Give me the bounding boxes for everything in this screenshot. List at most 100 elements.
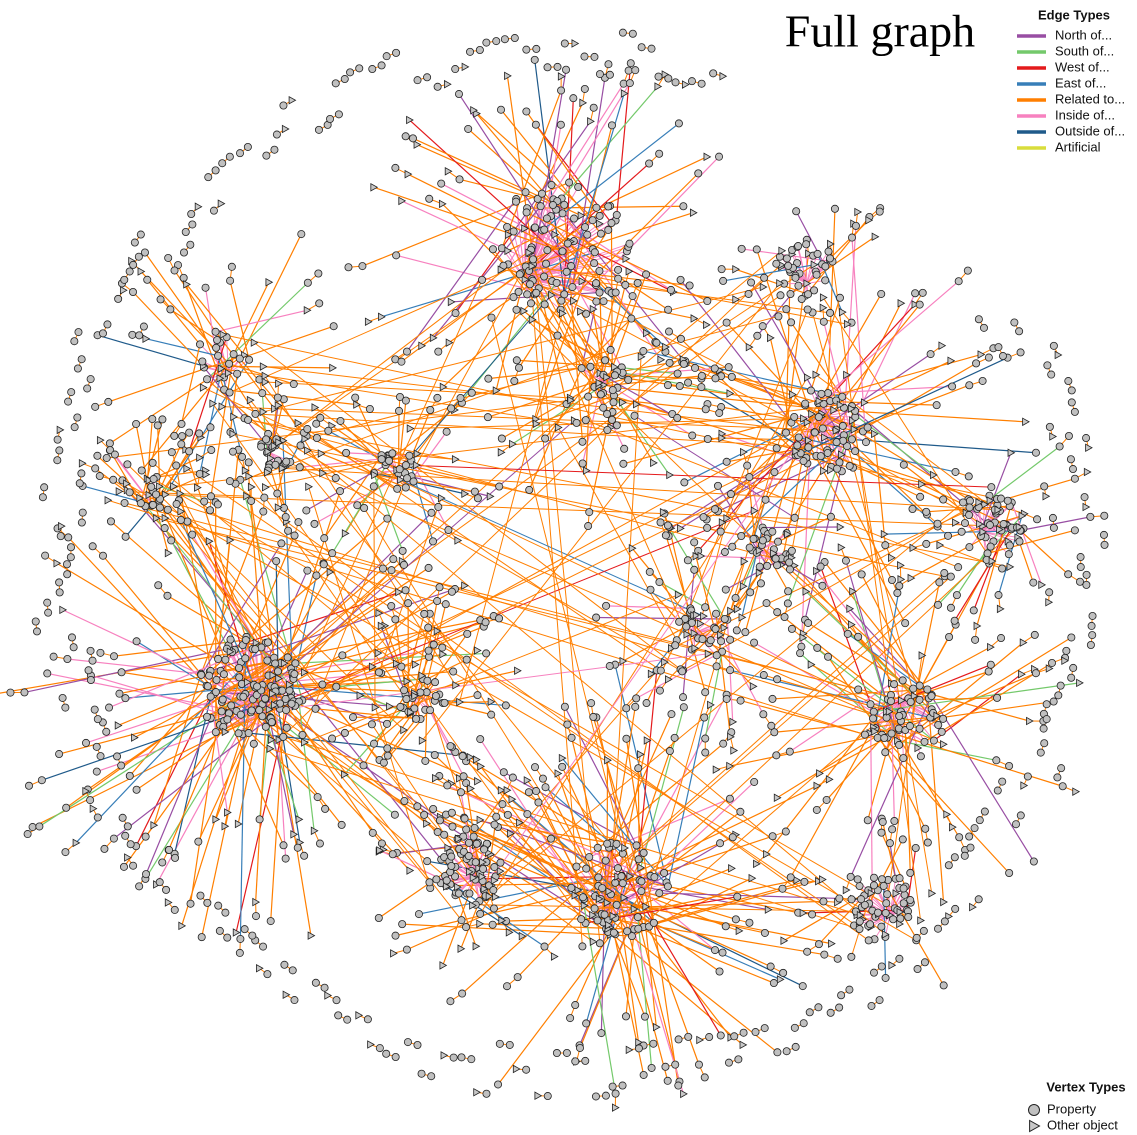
vertex: [465, 867, 474, 877]
vertex: [663, 882, 672, 891]
vertex: [603, 898, 612, 908]
vertex: [115, 487, 124, 496]
vertex: [470, 823, 479, 832]
vertex: [454, 882, 462, 892]
edge: [125, 505, 153, 538]
edge: [982, 452, 1012, 527]
vertex: [836, 522, 845, 532]
edge: [601, 706, 636, 914]
vertex: [939, 495, 948, 504]
vertex: [847, 952, 856, 961]
vertex: [896, 907, 905, 917]
vertex: [423, 819, 431, 828]
vertex: [312, 419, 321, 428]
edge: [904, 729, 911, 873]
vertex: [606, 345, 615, 354]
edge: [244, 417, 790, 563]
vertex: [993, 786, 1002, 795]
vertex: [543, 63, 552, 72]
edge: [373, 472, 465, 495]
vertex: [634, 924, 643, 933]
vertex: [633, 399, 641, 409]
vertex: [855, 917, 864, 926]
edge: [637, 917, 653, 1069]
vertex: [110, 450, 119, 459]
vertex: [589, 712, 598, 721]
vertex: [719, 71, 728, 81]
vertex: [205, 671, 214, 680]
vertex: [877, 289, 886, 298]
vertex: [548, 290, 556, 300]
vertex: [897, 561, 905, 570]
vertex: [768, 832, 777, 841]
vertex: [203, 712, 212, 721]
vertex: [877, 962, 886, 971]
vertex: [512, 305, 521, 314]
vertex: [562, 1048, 571, 1057]
vertex: [439, 961, 448, 970]
vertex: [110, 652, 119, 661]
vertex: [129, 260, 138, 269]
vertex: [522, 107, 531, 116]
vertex: [595, 211, 604, 220]
vertex: [843, 629, 852, 638]
vertex: [622, 704, 631, 713]
vertex: [625, 79, 634, 88]
vertex: [568, 283, 577, 292]
edge: [297, 422, 662, 671]
edge: [221, 701, 285, 846]
vertex: [736, 696, 745, 705]
vertex: [272, 557, 281, 566]
vertex: [225, 152, 234, 161]
edge: [793, 565, 933, 718]
vertex: [711, 374, 720, 383]
vertex: [930, 470, 938, 480]
edge: [472, 374, 847, 906]
vertex: [523, 290, 532, 299]
vertex: [556, 120, 565, 129]
vertex: [382, 1049, 391, 1058]
vertex: [49, 652, 58, 661]
vertex: [186, 899, 195, 908]
edge: [617, 387, 834, 411]
vertex: [584, 522, 593, 531]
vertex: [773, 561, 782, 570]
vertex: [974, 895, 983, 904]
vertex: [593, 916, 602, 925]
vertex: [558, 209, 567, 218]
vertex: [401, 396, 410, 405]
vertex: [570, 214, 579, 223]
vertex: [1015, 327, 1024, 336]
vertex: [320, 534, 329, 543]
edge: [221, 406, 837, 432]
vertex: [414, 910, 423, 919]
vertex: [593, 843, 602, 852]
vertex: [163, 591, 172, 600]
vertex: [523, 810, 532, 819]
vertex: [583, 230, 592, 239]
vertex: [91, 402, 100, 411]
vertex: [787, 546, 796, 555]
vertex: [718, 518, 727, 527]
vertex: [209, 399, 218, 408]
vertex: [965, 503, 974, 512]
vertex: [825, 254, 834, 263]
vertex: [622, 734, 631, 743]
vertex: [994, 343, 1003, 352]
vertex: [440, 830, 449, 839]
vertex: [803, 947, 812, 956]
vertex: [803, 279, 812, 288]
edge: [441, 203, 536, 295]
vertex: [888, 576, 897, 585]
vertex: [529, 255, 538, 264]
edge: [982, 531, 1018, 538]
vertex: [310, 519, 319, 528]
vertex: [277, 539, 286, 548]
vertex: [851, 447, 860, 456]
vertex: [883, 890, 892, 899]
vertex: [690, 565, 699, 574]
edge: [721, 377, 808, 523]
vertex: [773, 537, 782, 546]
vertex: [1088, 611, 1097, 620]
edge: [206, 282, 309, 380]
